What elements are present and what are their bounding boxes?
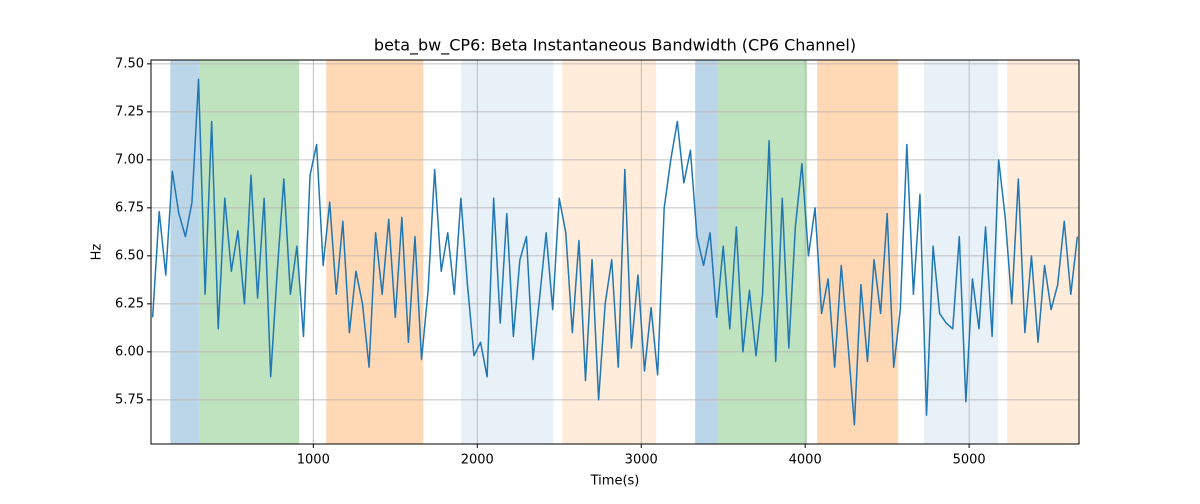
y-tick-label: 7.25 <box>115 104 144 119</box>
y-tick-label: 6.50 <box>115 248 144 263</box>
axes-frame <box>150 59 1080 445</box>
data-line <box>151 78 1079 426</box>
y-axis-label: Hz <box>90 244 105 261</box>
x-tick-label: 1000 <box>297 453 330 468</box>
x-tick-label: 3000 <box>625 453 658 468</box>
y-tick-label: 6.00 <box>115 344 144 359</box>
shaded-span <box>170 60 200 444</box>
y-tick-label: 6.25 <box>115 296 144 311</box>
x-tick-label: 2000 <box>461 453 494 468</box>
y-tick-label: 7.00 <box>115 152 144 167</box>
x-tick-label: 4000 <box>789 453 822 468</box>
chart-title: beta_bw_CP6: Beta Instantaneous Bandwidt… <box>374 36 856 56</box>
shaded-span <box>562 60 657 444</box>
shaded-span <box>1007 60 1079 444</box>
shaded-span <box>924 60 999 444</box>
y-tick-label: 7.50 <box>115 56 144 71</box>
shaded-span <box>199 60 300 444</box>
x-tick-label: 5000 <box>953 453 986 468</box>
shaded-span <box>718 60 808 444</box>
y-tick-label: 6.75 <box>115 200 144 215</box>
shaded-span <box>461 60 554 444</box>
x-axis-label: Time(s) <box>590 474 640 489</box>
y-tick-label: 5.75 <box>115 392 144 407</box>
shaded-span <box>817 60 899 444</box>
